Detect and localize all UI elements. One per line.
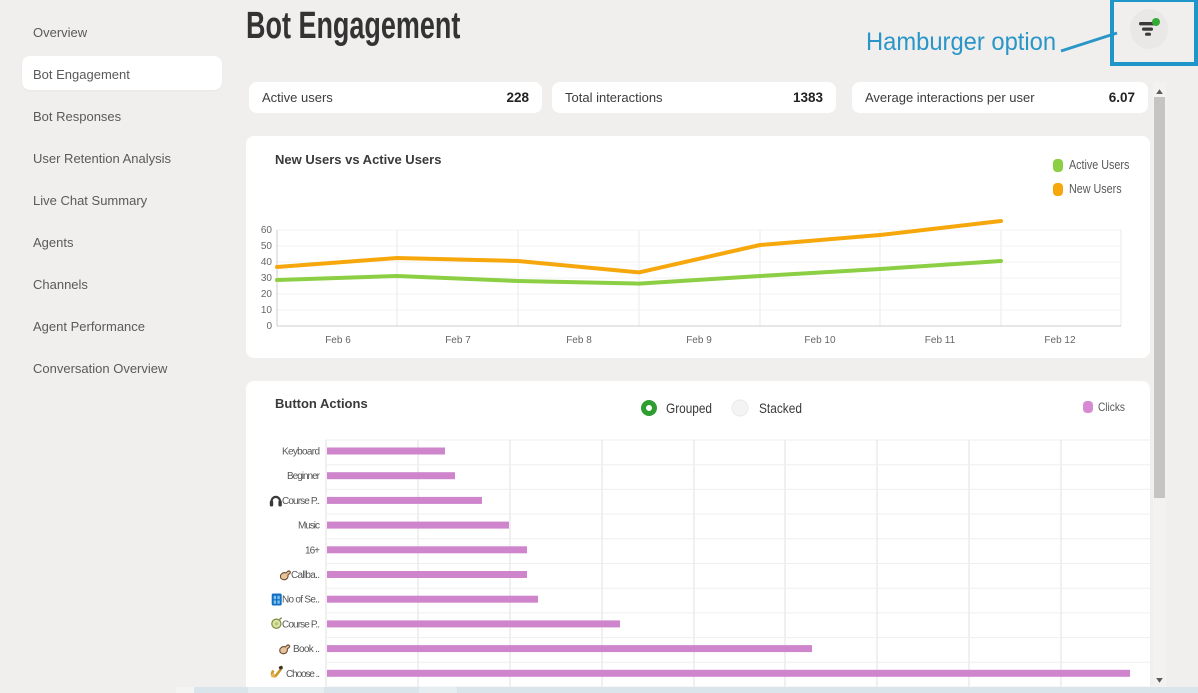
svg-text:Clicks: Clicks bbox=[1098, 400, 1125, 414]
svg-text:Feb 10: Feb 10 bbox=[804, 335, 836, 346]
svg-text:Feb 9: Feb 9 bbox=[686, 335, 712, 346]
svg-text:Feb 11: Feb 11 bbox=[925, 335, 956, 346]
svg-text:Course P..: Course P.. bbox=[282, 496, 320, 507]
svg-text:30: 30 bbox=[261, 273, 273, 284]
svg-text:50: 50 bbox=[261, 241, 273, 252]
svg-text:0: 0 bbox=[266, 321, 272, 332]
svg-text:40: 40 bbox=[261, 257, 273, 268]
svg-text:16+: 16+ bbox=[305, 545, 320, 556]
svg-text:Feb 12: Feb 12 bbox=[1044, 335, 1076, 346]
svg-text:Feb 7: Feb 7 bbox=[445, 335, 471, 346]
svg-text:Book ..: Book .. bbox=[293, 644, 320, 655]
svg-text:Feb 6: Feb 6 bbox=[325, 335, 351, 346]
svg-text:Music: Music bbox=[298, 521, 320, 532]
svg-text:Keyboard: Keyboard bbox=[282, 447, 320, 458]
svg-text:20: 20 bbox=[261, 289, 273, 300]
svg-text:Grouped: Grouped bbox=[666, 400, 712, 416]
svg-text:10: 10 bbox=[261, 305, 273, 316]
svg-text:Choose ..: Choose .. bbox=[286, 669, 320, 680]
svg-text:Stacked: Stacked bbox=[759, 400, 802, 416]
svg-text:Course P..: Course P.. bbox=[282, 619, 320, 630]
svg-text:Callba..: Callba.. bbox=[291, 570, 320, 581]
svg-text:60: 60 bbox=[261, 225, 273, 236]
svg-text:Beginner: Beginner bbox=[287, 471, 321, 482]
svg-text:No of Se..: No of Se.. bbox=[282, 595, 320, 606]
svg-text:Feb 8: Feb 8 bbox=[566, 335, 592, 346]
